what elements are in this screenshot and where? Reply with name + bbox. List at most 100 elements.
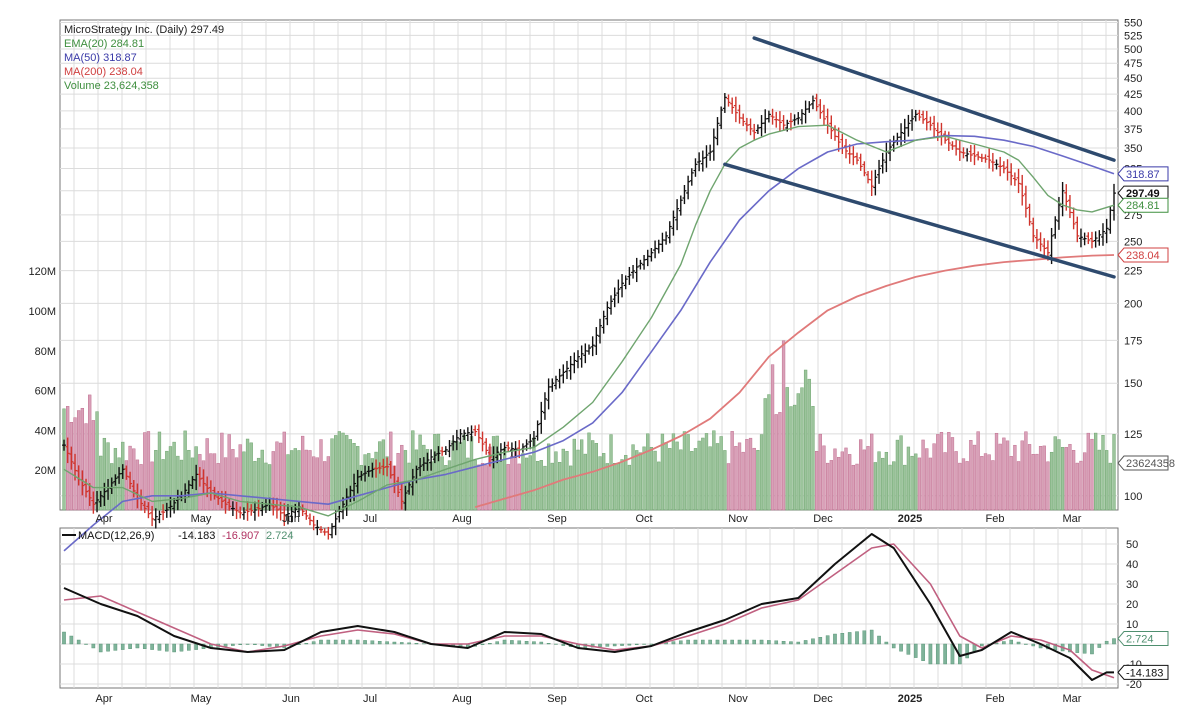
volume-bar	[261, 450, 264, 510]
macd-hist-bar	[114, 644, 117, 650]
volume-bar	[466, 458, 469, 510]
macd-hist-bar	[753, 640, 756, 644]
macd-hist-bar	[187, 644, 190, 650]
volume-bar	[1043, 446, 1046, 510]
volume-bar	[378, 442, 381, 510]
volume-bar	[639, 453, 642, 510]
macd-hist-bar	[635, 644, 638, 645]
price-tick-label: 400	[1124, 106, 1142, 118]
volume-bar	[1109, 463, 1112, 510]
volume-bar	[823, 446, 826, 510]
volume-bar	[1058, 440, 1061, 510]
volume-bar	[206, 439, 209, 510]
volume-bar	[1072, 450, 1075, 510]
x-tick-label: Oct	[635, 513, 652, 525]
volume-bar	[962, 459, 965, 510]
volume-bar	[617, 464, 620, 510]
macd-hist-bar	[319, 640, 322, 644]
macd-hist-bar	[408, 643, 411, 644]
volume-bar	[250, 443, 253, 510]
x-tick-label: Apr	[95, 513, 112, 525]
volume-bar	[529, 456, 532, 510]
volume-bar	[551, 463, 554, 510]
macd-hist-bar	[349, 640, 352, 644]
volume-bar	[1083, 453, 1086, 510]
volume-bar	[566, 451, 569, 510]
macd-hist-bar	[606, 644, 609, 646]
volume-bar	[955, 451, 958, 510]
volume-bar	[841, 452, 844, 510]
volume-bar	[845, 448, 848, 510]
volume-bar	[856, 464, 859, 510]
volume-bar	[988, 455, 991, 510]
macd-hist-bar	[136, 644, 139, 648]
volume-bar	[804, 370, 807, 510]
macd-hist-bar	[77, 640, 80, 644]
macd-hist-bar	[151, 644, 154, 650]
legend-title: MicroStrategy Inc. (Daily) 297.49	[64, 24, 224, 36]
macd-hist-bar	[907, 644, 910, 654]
volume-tick-label: 40M	[35, 425, 56, 437]
volume-bar	[679, 450, 682, 510]
macd-hist-bar	[1002, 642, 1005, 645]
price-badge-label: 318.87	[1126, 169, 1160, 181]
volume-bar	[165, 451, 168, 510]
volume-bar	[643, 447, 646, 510]
macd-hist-bar	[165, 644, 168, 651]
volume-bar	[632, 445, 635, 510]
volume-bar	[859, 440, 862, 510]
volume-bar	[977, 432, 980, 510]
macd-hist-bar	[833, 634, 836, 644]
x-tick-label: Sep	[547, 513, 567, 525]
volume-bar	[364, 455, 367, 510]
macd-hist-bar	[687, 640, 690, 644]
macd-hist-bar	[261, 644, 264, 646]
macd-hist-bar	[62, 632, 65, 644]
volume-bar	[723, 450, 726, 510]
legend-ema20: EMA(20) 284.81	[64, 38, 144, 50]
volume-bar	[969, 440, 972, 510]
macd-hist-bar	[1083, 644, 1086, 653]
volume-bar	[951, 437, 954, 510]
macd-x-tick-label: Nov	[728, 693, 748, 705]
volume-bar	[760, 435, 763, 510]
macd-hist-bar	[128, 644, 131, 649]
volume-bar	[628, 465, 631, 510]
volume-bar	[1080, 461, 1083, 510]
volume-bar	[1098, 450, 1101, 510]
x-tick-label: Aug	[452, 513, 472, 525]
volume-bar	[767, 395, 770, 510]
volume-bar	[1087, 433, 1090, 510]
macd-hist-bar	[143, 644, 146, 649]
volume-bar	[742, 452, 745, 510]
volume-bar	[694, 448, 697, 510]
macd-badges: 2.724-14.183	[1118, 632, 1168, 680]
volume-bar	[914, 454, 917, 510]
volume-bar	[588, 433, 591, 510]
volume-bar	[999, 444, 1002, 510]
macd-hist-bar	[620, 644, 623, 646]
macd-hist-bar	[92, 644, 95, 648]
volume-bar	[1061, 447, 1064, 510]
macd-x-tick-label: Jun	[282, 693, 300, 705]
macd-hist-bar	[1112, 639, 1115, 644]
macd-legend: MACD(12,26,9) -14.183 -16.907 2.724	[62, 530, 294, 542]
volume-bar	[213, 454, 216, 510]
volume-bar	[819, 434, 822, 510]
macd-hist-bar	[914, 644, 917, 658]
price-badge-label: 284.81	[1126, 200, 1160, 212]
volume-bar	[1054, 437, 1057, 510]
volume-tick-label: 100M	[28, 306, 56, 318]
volume-bar	[745, 439, 748, 510]
volume-bar	[63, 409, 66, 510]
volume-bar	[555, 452, 558, 510]
macd-x-tick-label: Mar	[1063, 693, 1082, 705]
macd-tick-label: 50	[1126, 539, 1138, 551]
volume-bar	[452, 441, 455, 510]
volume-bar	[896, 440, 899, 510]
macd-hist-bar	[400, 642, 403, 644]
volume-bar	[77, 411, 80, 510]
